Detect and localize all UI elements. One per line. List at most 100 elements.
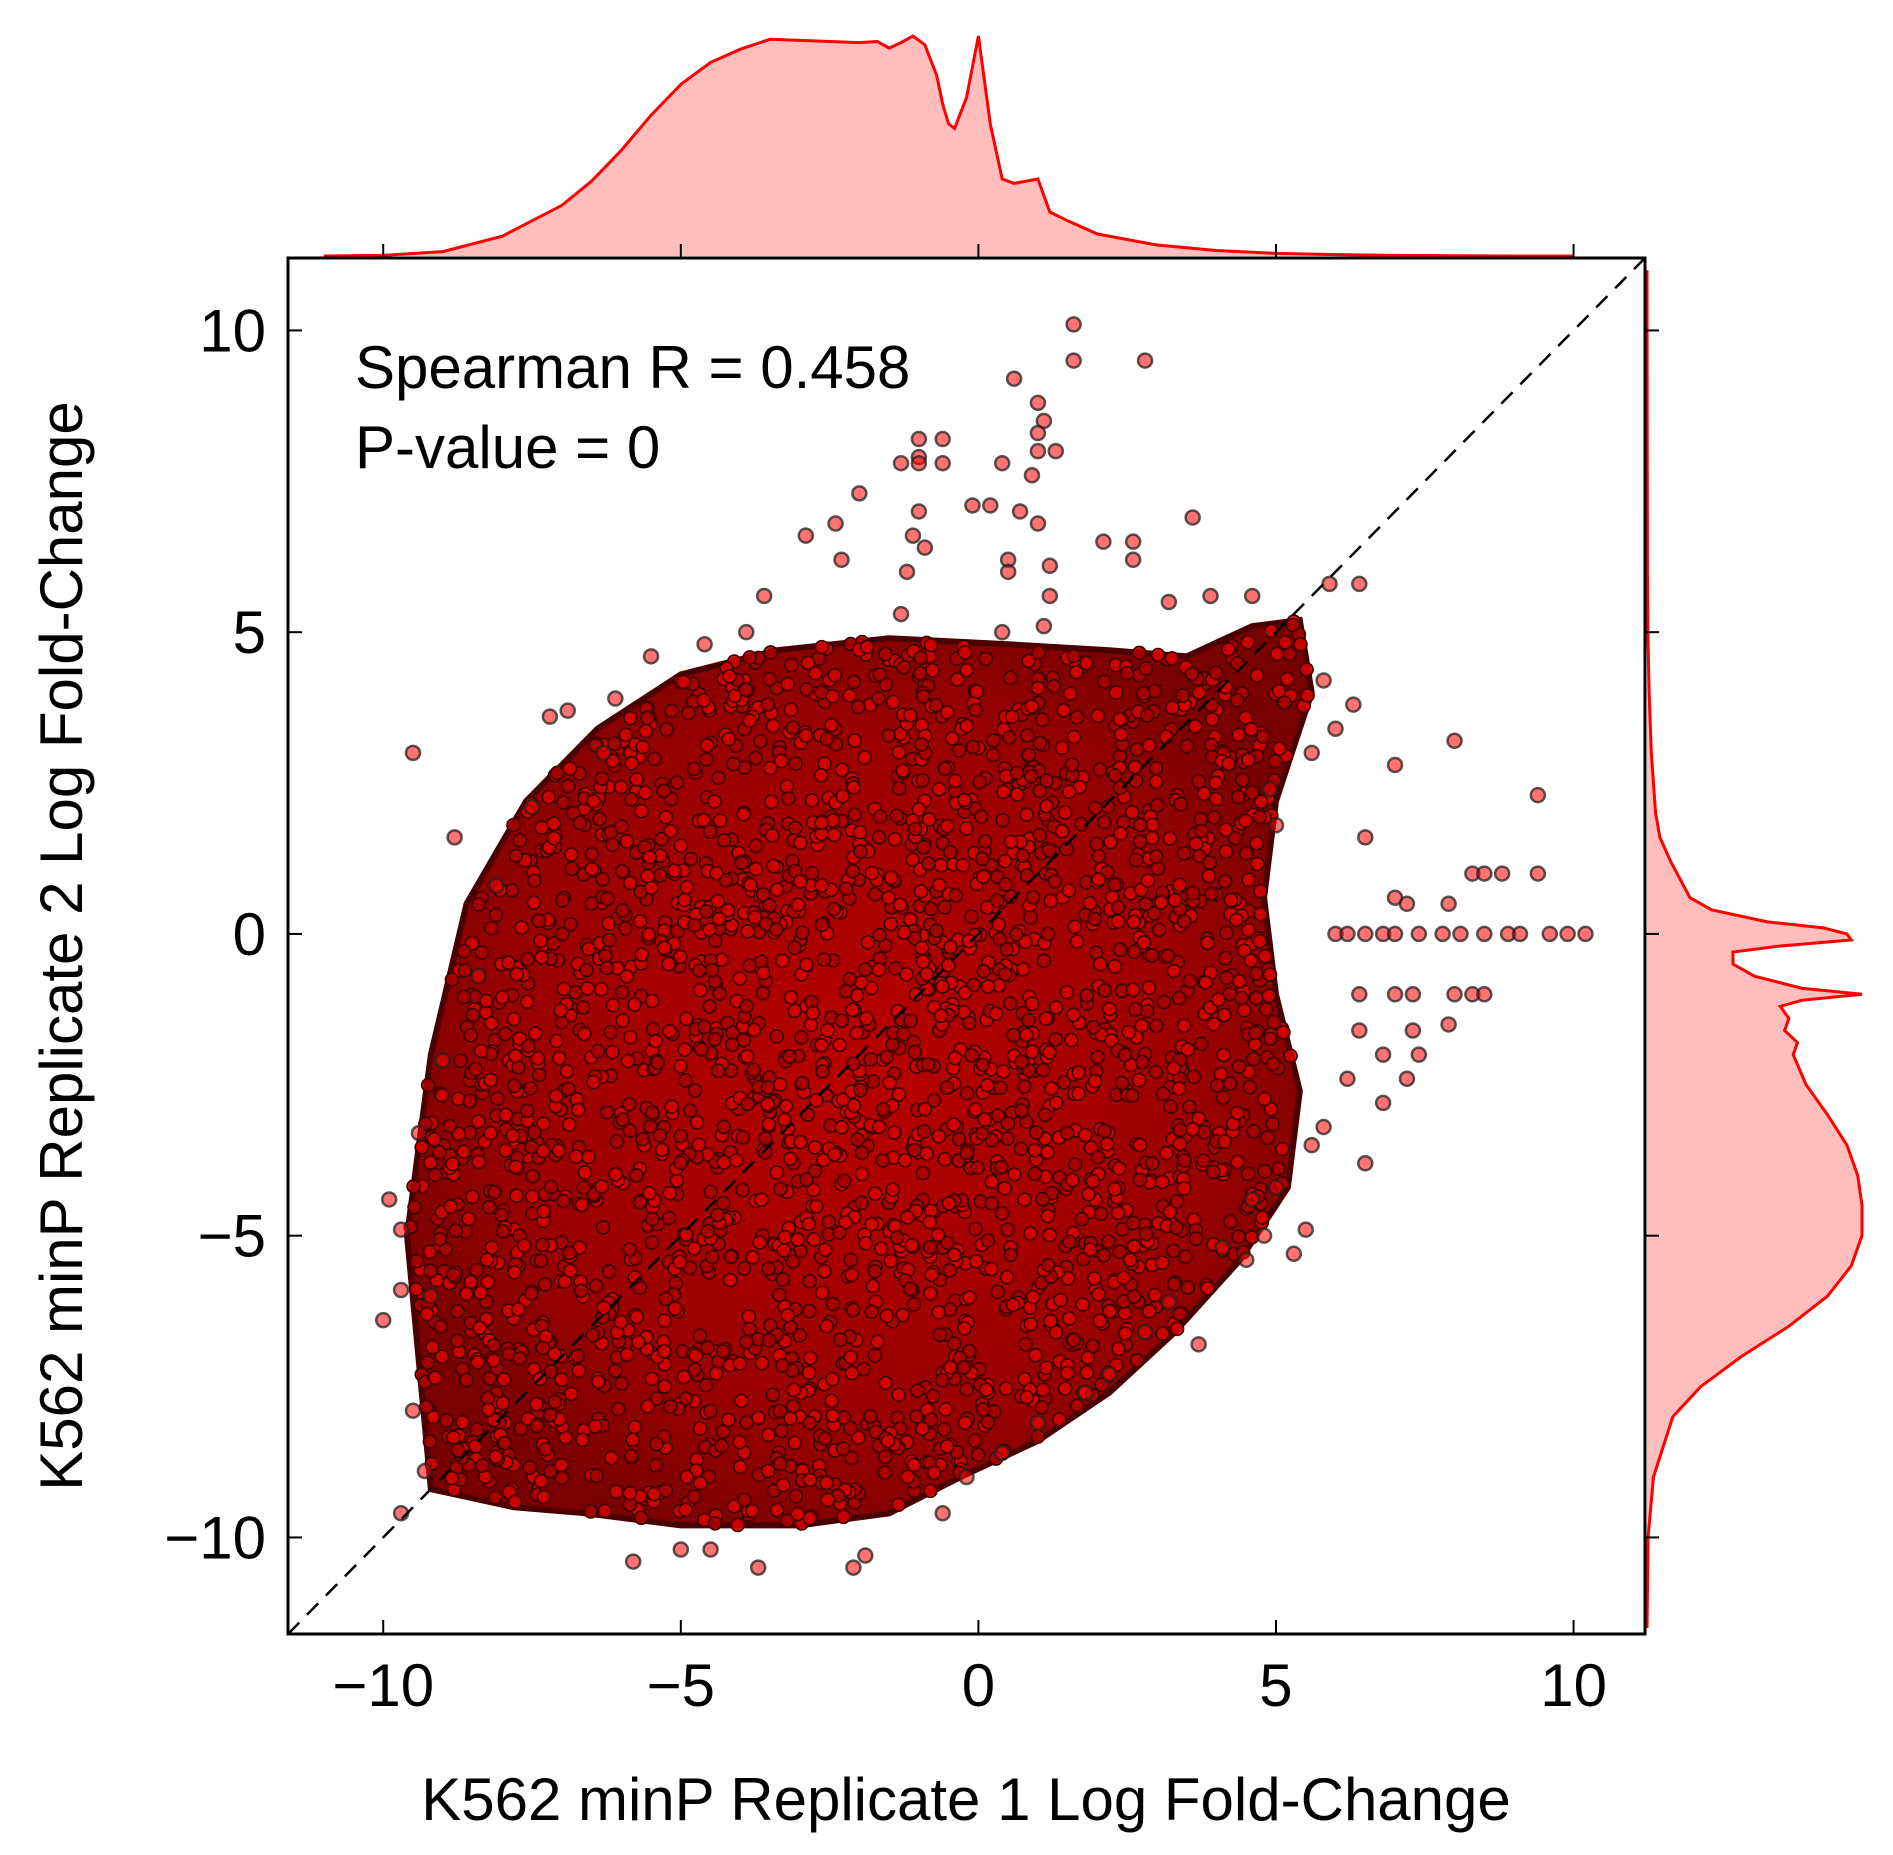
cloud-point bbox=[1114, 1075, 1130, 1091]
cloud-point bbox=[896, 1026, 911, 1042]
cloud-point bbox=[986, 733, 1001, 748]
cloud-point bbox=[877, 1449, 893, 1465]
cloud-point bbox=[798, 728, 814, 743]
cloud-point bbox=[824, 1393, 839, 1408]
cloud-point bbox=[508, 848, 524, 864]
cloud-point bbox=[961, 933, 977, 949]
scatter-point bbox=[422, 1287, 440, 1305]
scatter-point bbox=[993, 1444, 1011, 1462]
cloud-point bbox=[900, 1469, 915, 1485]
cloud-point bbox=[1160, 948, 1176, 964]
scatter-point bbox=[1351, 1022, 1368, 1039]
scatter-point bbox=[1160, 1293, 1178, 1311]
cloud-point bbox=[707, 794, 722, 809]
cloud-point bbox=[993, 1080, 1008, 1096]
cloud-point bbox=[887, 961, 903, 976]
cloud-point bbox=[527, 1125, 542, 1140]
cloud-point bbox=[957, 985, 973, 1001]
cloud-point bbox=[737, 1492, 752, 1508]
cloud-point bbox=[512, 833, 528, 848]
cloud-point bbox=[1191, 774, 1206, 789]
cloud-point bbox=[648, 1033, 664, 1049]
cloud-point bbox=[519, 1103, 535, 1119]
cloud-point bbox=[1218, 950, 1233, 966]
marginal-x-density-fill bbox=[323, 36, 1574, 256]
cloud-point bbox=[1265, 1056, 1281, 1072]
cloud-point bbox=[999, 942, 1015, 957]
cloud-point bbox=[715, 1195, 731, 1211]
cloud-point bbox=[484, 1016, 499, 1031]
cloud-point bbox=[777, 1229, 793, 1245]
cloud-point bbox=[1182, 973, 1198, 989]
cloud-point bbox=[686, 1489, 702, 1504]
cloud-point bbox=[1153, 895, 1169, 910]
cloud-point bbox=[594, 1179, 609, 1194]
cloud-point bbox=[1035, 1062, 1051, 1078]
cloud-point bbox=[679, 879, 695, 895]
cloud-point bbox=[1046, 678, 1062, 694]
cloud-point bbox=[891, 1387, 906, 1403]
cloud-point bbox=[1003, 1247, 1018, 1263]
scatter-point bbox=[374, 1311, 392, 1329]
cloud-point bbox=[575, 1432, 590, 1448]
cloud-point bbox=[1235, 772, 1250, 788]
cloud-point bbox=[871, 691, 886, 706]
scatter-point bbox=[392, 1281, 410, 1299]
cloud-point bbox=[698, 1377, 714, 1393]
cloud-point bbox=[728, 1153, 744, 1168]
cloud-point bbox=[722, 1272, 738, 1288]
cloud-point bbox=[619, 1347, 635, 1362]
cloud-point bbox=[445, 1430, 461, 1445]
cloud-point bbox=[1196, 786, 1212, 801]
scatter-point bbox=[1351, 986, 1368, 1003]
cloud-point bbox=[948, 888, 964, 903]
cloud-point bbox=[461, 1211, 476, 1227]
cloud-point bbox=[1266, 1014, 1282, 1030]
cloud-point bbox=[741, 1309, 757, 1324]
cloud-point bbox=[740, 1096, 755, 1112]
cloud-point bbox=[765, 1387, 781, 1403]
cloud-point bbox=[704, 962, 720, 978]
cloud-point bbox=[1263, 1031, 1278, 1047]
cloud-point bbox=[905, 852, 920, 867]
cloud-point bbox=[826, 827, 842, 843]
cloud-point bbox=[1000, 1222, 1015, 1237]
cloud-point bbox=[867, 1348, 883, 1363]
scatter-point bbox=[1446, 732, 1463, 750]
cloud-point bbox=[1087, 1073, 1103, 1089]
cloud-point bbox=[1023, 910, 1038, 925]
scatter-point bbox=[1077, 1384, 1094, 1401]
cloud-point bbox=[1138, 896, 1154, 912]
cloud-point bbox=[1188, 1231, 1204, 1246]
scatter-point bbox=[1237, 1251, 1255, 1269]
cloud-point bbox=[1003, 834, 1019, 850]
cloud-point bbox=[762, 671, 778, 687]
cloud-point bbox=[863, 1409, 878, 1424]
cloud-point bbox=[553, 1003, 569, 1018]
cloud-point bbox=[793, 1134, 808, 1150]
cloud-point bbox=[1241, 752, 1256, 768]
cloud-point bbox=[808, 666, 823, 681]
cloud-point bbox=[715, 1343, 731, 1359]
scatter-point bbox=[559, 702, 576, 719]
cloud-point bbox=[632, 914, 648, 929]
cloud-point bbox=[1019, 1389, 1035, 1405]
cloud-point bbox=[1252, 933, 1268, 949]
cloud-point bbox=[507, 1265, 522, 1280]
cloud-point bbox=[762, 760, 778, 776]
cloud-point bbox=[863, 1052, 878, 1067]
cloud-point bbox=[1042, 1045, 1057, 1060]
cloud-point bbox=[817, 1263, 832, 1279]
cloud-point bbox=[484, 920, 499, 936]
cloud-point bbox=[662, 1185, 678, 1201]
cloud-point bbox=[575, 1000, 591, 1015]
cloud-point bbox=[457, 962, 473, 978]
cloud-point bbox=[745, 1250, 761, 1265]
cloud-point bbox=[726, 1498, 742, 1514]
cloud-point bbox=[915, 689, 931, 704]
cloud-point bbox=[1032, 735, 1048, 751]
cloud-point bbox=[601, 916, 616, 931]
cloud-point bbox=[931, 781, 947, 797]
cloud-point bbox=[732, 1356, 747, 1371]
cloud-point bbox=[819, 731, 835, 747]
